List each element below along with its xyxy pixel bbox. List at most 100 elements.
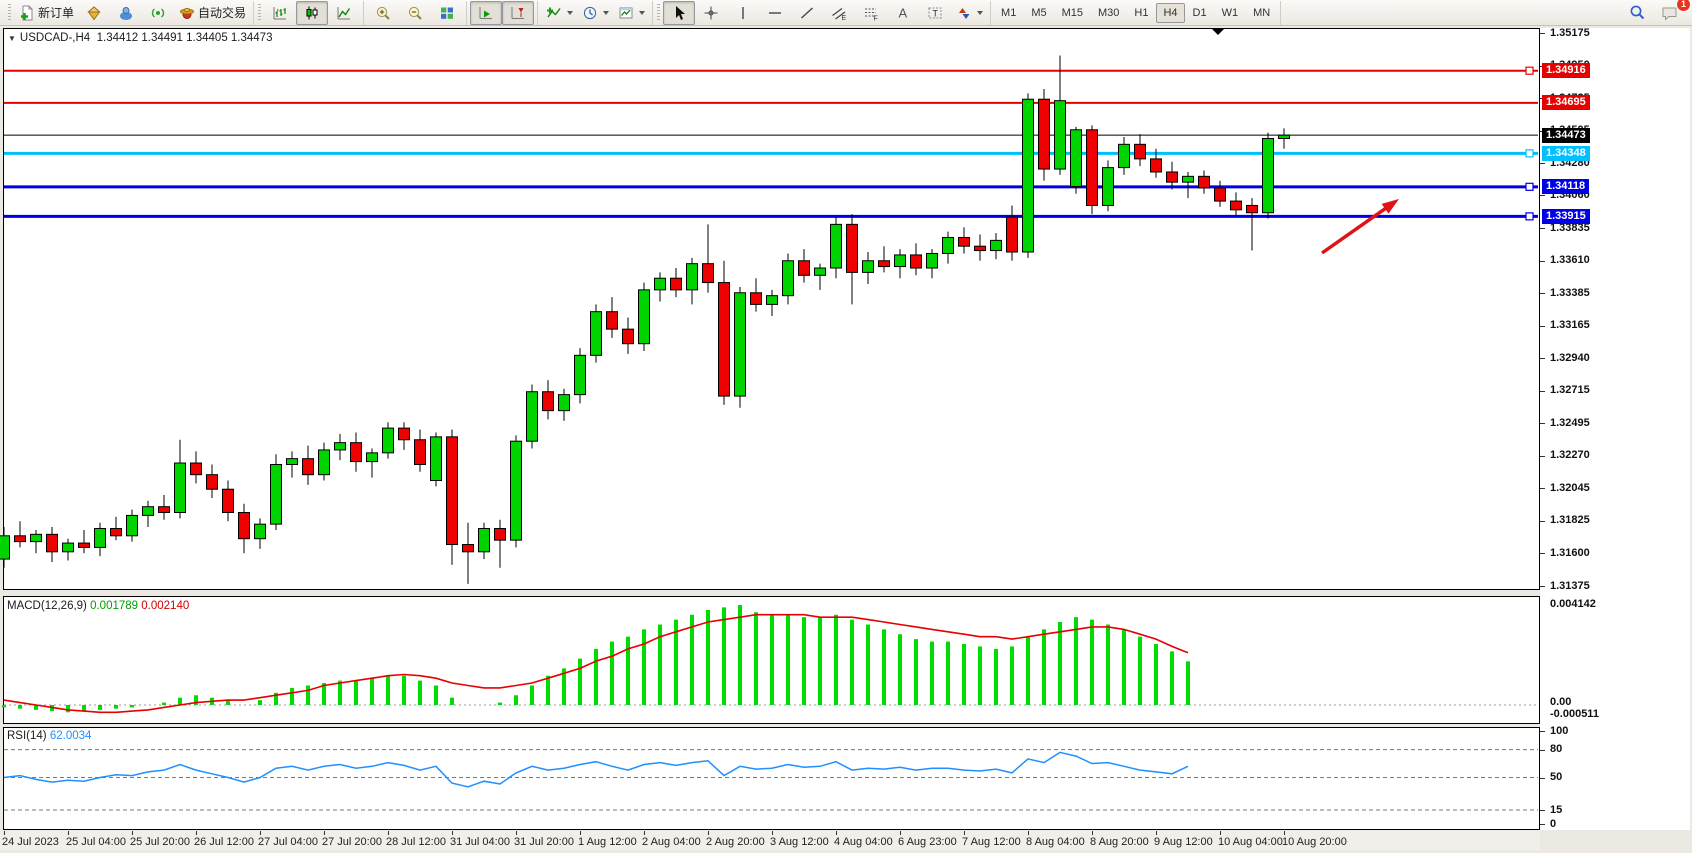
rsi-level-tick	[1540, 731, 1545, 732]
price-tick-label: 1.35175	[1550, 26, 1590, 39]
equidistant-channel-icon: E	[831, 4, 848, 21]
chart-title: ▼ USDCAD-,H4 1.34412 1.34491 1.34405 1.34…	[8, 32, 272, 44]
templates-button[interactable]	[613, 1, 649, 25]
price-tick	[1540, 455, 1545, 457]
rsi-label: RSI(14) 62.0034	[7, 730, 91, 742]
search-icon	[1629, 4, 1646, 21]
time-tick	[1028, 831, 1029, 835]
time-axis[interactable]: 24 Jul 2023 25 Jul 04:00 25 Jul 20:00 26 Ju…	[0, 831, 1540, 850]
price-tick-label: 1.32495	[1550, 416, 1590, 429]
periods-dropdown-arrow[interactable]	[603, 10, 610, 15]
hline-price-badge: 1.34118	[1542, 179, 1590, 195]
rsi-value: 62.0034	[49, 730, 92, 742]
new-order-button[interactable]: 新订单	[14, 1, 78, 25]
arrows-dropdown-arrow[interactable]	[977, 10, 984, 15]
mql5-community-icon	[118, 4, 135, 21]
timeframe-button-w1[interactable]: W1	[1221, 6, 1239, 19]
trendline-button[interactable]	[791, 1, 823, 25]
price-tick	[1540, 228, 1545, 229]
toolbar-grip[interactable]	[657, 3, 661, 22]
svg-text:A: A	[899, 5, 908, 20]
toolbar-grip[interactable]	[8, 3, 11, 22]
rsi-level-label: 15	[1550, 803, 1563, 816]
price-tick	[1540, 195, 1545, 197]
candlestick-chart-button[interactable]	[296, 0, 329, 25]
fibonacci-icon: F	[863, 4, 880, 21]
time-label: 7 Aug 12:00	[962, 836, 1021, 848]
text-label-button[interactable]: T	[919, 1, 951, 25]
macd-axis-min: -0.000511	[1550, 708, 1599, 720]
timeframe-button-h4[interactable]: H4	[1156, 2, 1185, 23]
timeframe-button-m15[interactable]: M15	[1061, 6, 1083, 19]
text-button[interactable]: A	[887, 1, 919, 25]
time-label: 8 Aug 04:00	[1026, 836, 1085, 848]
timeframe-button-d1[interactable]: D1	[1192, 6, 1207, 19]
metaeditor-button[interactable]	[78, 1, 110, 25]
collapse-triangle-icon[interactable]: ▼	[8, 34, 16, 43]
indicators-dropdown-arrow[interactable]	[567, 10, 574, 15]
chat-bubble-icon	[1661, 4, 1678, 21]
timeframe-button-m5[interactable]: M5	[1031, 6, 1047, 19]
periods-button[interactable]	[577, 1, 613, 25]
rsi-panel[interactable]	[3, 727, 1540, 830]
rsi-level-tick	[1540, 777, 1545, 779]
templates-icon	[617, 4, 634, 21]
signals-button[interactable]	[142, 1, 174, 25]
chat-button[interactable]: 1	[1653, 0, 1691, 25]
macd-name: MACD(12,26,9)	[7, 600, 87, 612]
timeframe-button-m1[interactable]: M1	[1001, 6, 1017, 19]
price-tick-label: 1.31825	[1550, 514, 1590, 526]
price-chart-panel[interactable]	[3, 28, 1540, 590]
rsi-name: RSI(14)	[7, 730, 47, 742]
crosshair-button[interactable]	[695, 1, 727, 25]
line-chart-button[interactable]	[328, 1, 360, 25]
timeframe-button-m30[interactable]: M30	[1098, 6, 1120, 19]
price-tick-label: 1.33165	[1550, 319, 1590, 331]
arrows-button[interactable]	[951, 1, 987, 25]
macd-axis-zero: 0.00	[1550, 696, 1572, 708]
indicators-icon	[545, 4, 562, 21]
cursor-button[interactable]	[663, 0, 696, 25]
toolbar-group-zoom	[364, 0, 468, 25]
indicators-button[interactable]	[541, 1, 577, 25]
bar-chart-button[interactable]	[264, 1, 296, 25]
price-tick-label: 1.32940	[1550, 351, 1590, 364]
price-axis[interactable]: 1.351751.349501.347251.345051.342801.340…	[1540, 26, 1690, 830]
price-tick	[1540, 33, 1545, 34]
time-tick	[68, 831, 69, 835]
time-label: 31 Jul 04:00	[450, 836, 510, 848]
horizontal-line-button[interactable]	[759, 1, 791, 25]
time-tick	[644, 831, 645, 835]
templates-dropdown-arrow[interactable]	[639, 10, 646, 15]
mql5-community-button[interactable]	[110, 1, 142, 25]
vertical-line-button[interactable]	[727, 1, 759, 25]
trendline-icon	[799, 4, 816, 21]
time-tick	[580, 831, 581, 835]
timeframe-button-h1[interactable]: H1	[1134, 6, 1149, 19]
chart-shift-button[interactable]	[502, 0, 535, 25]
price-tick	[1540, 293, 1545, 295]
equidistant-channel-button[interactable]: E	[823, 1, 855, 25]
svg-text:T: T	[933, 8, 939, 18]
time-label: 2 Aug 04:00	[642, 836, 701, 848]
autotrading-button[interactable]: 自动交易	[174, 1, 250, 25]
time-label: 8 Aug 20:00	[1090, 836, 1149, 848]
macd-panel[interactable]	[3, 596, 1540, 724]
search-button[interactable]	[1621, 1, 1653, 25]
price-tick-label: 1.33835	[1550, 221, 1590, 234]
price-tick-label: 1.33385	[1550, 286, 1590, 299]
fibonacci-button[interactable]: F	[855, 1, 887, 25]
toolbar-grip[interactable]	[258, 3, 262, 22]
tile-windows-button[interactable]	[431, 1, 463, 25]
zoom-out-button[interactable]	[399, 1, 431, 25]
zoom-in-button[interactable]	[367, 1, 399, 25]
toolbar-group-right: 1	[1618, 0, 1691, 25]
rsi-level-tick	[1540, 824, 1545, 825]
auto-scroll-button[interactable]	[470, 0, 503, 25]
timeframe-button-mn[interactable]: MN	[1253, 6, 1271, 19]
time-tick	[4, 831, 5, 835]
time-label: 28 Jul 12:00	[386, 836, 446, 848]
time-tick	[772, 831, 773, 835]
chart-shift-icon	[510, 4, 527, 21]
toolbar-group-objects: E F A T	[653, 0, 992, 25]
